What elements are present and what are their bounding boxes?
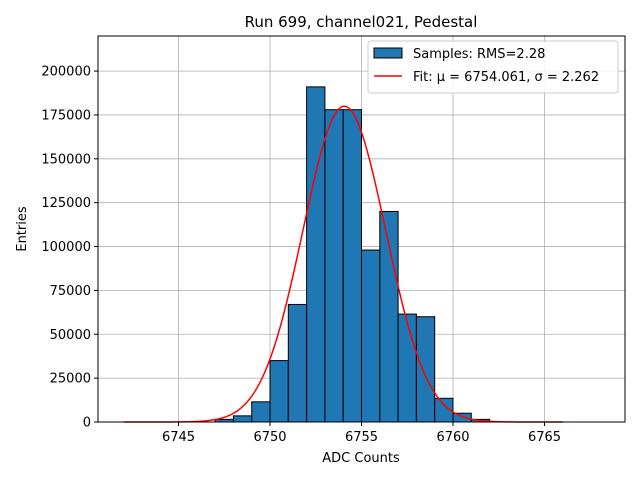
histogram-bar: [287, 303, 308, 423]
x-tick-label: 6760: [436, 430, 469, 445]
y-tick-label: 100000: [41, 240, 91, 255]
x-tick-label: 6755: [345, 430, 378, 445]
histogram-bar: [397, 313, 417, 423]
legend-samples-swatch: [373, 47, 403, 59]
gaussian-fit-line: [123, 105, 563, 423]
x-tick-label: 6750: [253, 430, 286, 445]
histogram-bar: [452, 412, 472, 423]
y-tick-label: 200000: [41, 65, 91, 80]
y-tick-label: 175000: [41, 108, 91, 123]
x-axis: 6745 6750 6755 6760 6765: [162, 422, 561, 445]
histogram-bar: [269, 360, 289, 423]
histogram-bar: [361, 249, 381, 423]
histogram-bar: [324, 109, 344, 423]
x-axis-label: ADC Counts: [322, 451, 400, 466]
legend: Samples: RMS=2.28 Fit: μ = 6754.061, σ =…: [367, 40, 619, 94]
y-tick-label: 0: [83, 416, 91, 431]
y-tick-label: 125000: [41, 196, 91, 211]
y-axis-label: Entries: [15, 206, 30, 252]
y-tick-label: 25000: [50, 372, 91, 387]
histogram-bar: [342, 109, 362, 423]
histogram-bar: [415, 316, 436, 423]
y-tick-label: 50000: [50, 328, 91, 343]
histogram-bar: [232, 415, 253, 423]
y-axis: 0 25000 50000 75000 100000 125000 150000 175000…: [41, 65, 98, 431]
histogram-bar: [251, 401, 271, 423]
histogram-bars: [214, 86, 491, 423]
legend-samples-label: Samples: RMS=2.28: [413, 47, 545, 62]
y-tick-label: 150000: [41, 152, 91, 167]
legend-fit-label: Fit: μ = 6754.061, σ = 2.262: [413, 70, 599, 85]
chart-title: Run 699, channel021, Pedestal: [245, 13, 478, 31]
histogram-bar: [306, 86, 326, 423]
x-tick-label: 6765: [528, 430, 561, 445]
y-tick-label: 75000: [50, 284, 91, 299]
legend-box: [367, 40, 619, 94]
x-tick-label: 6745: [162, 430, 195, 445]
fit-curve-group: [123, 105, 563, 423]
